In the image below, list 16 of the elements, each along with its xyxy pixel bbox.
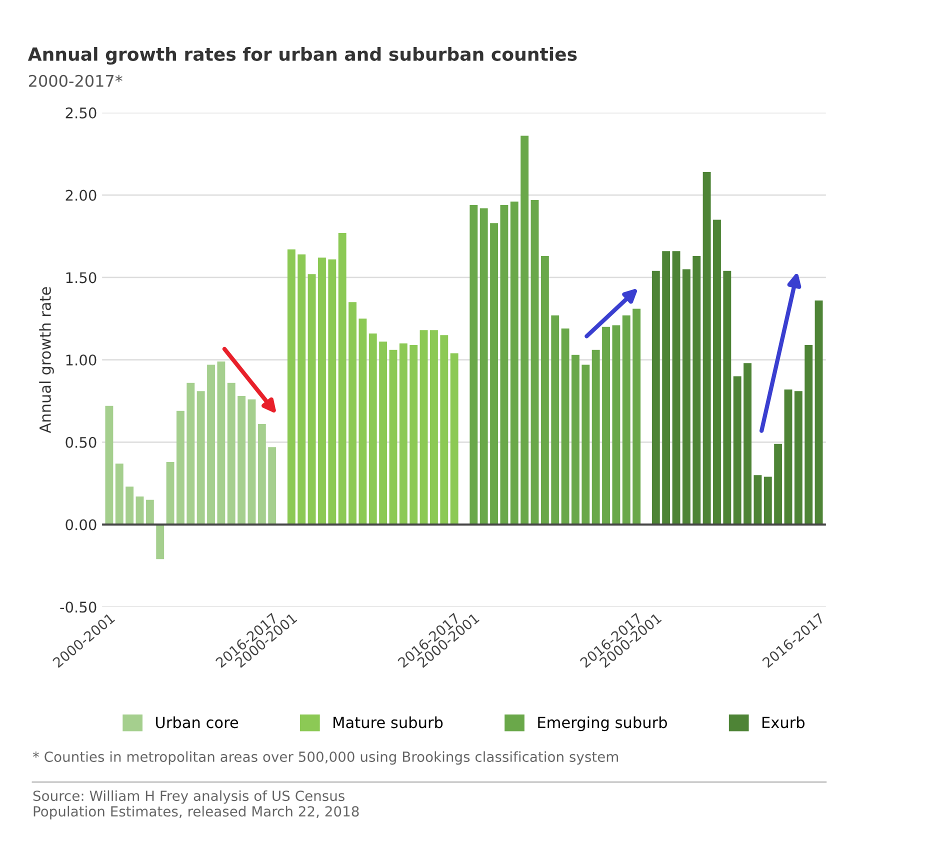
y-tick-label: 2.50	[66, 107, 96, 118]
y-tick-label: 0.00	[66, 519, 96, 530]
y-tick-label: 2.00	[66, 190, 96, 201]
y-tick-label: 0.50	[66, 436, 96, 448]
y-tick-label: -0.50	[60, 602, 96, 613]
y-tick-label: 1.50	[66, 272, 96, 284]
source-note: Source: William H Frey analysis of US Census Population Estimates, released March 22, 2018	[33, 790, 359, 820]
chart-title: Annual growth rates for urban and suburban counties	[28, 46, 577, 65]
y-axis-title: Annual growth rate	[39, 287, 54, 434]
y-tick-label: 1.00	[66, 354, 96, 366]
legend-label: Emerging suburb	[538, 716, 667, 732]
legend-label: Mature suburb	[334, 716, 443, 728]
legend-label: Exurb	[762, 716, 805, 728]
legend-label: Urban core	[156, 716, 238, 728]
text: * Counties in metropolitan areas over 500,000 using Brookings classification system	[32, 751, 618, 765]
chart-subtitle: 2000-2017*	[29, 74, 122, 87]
